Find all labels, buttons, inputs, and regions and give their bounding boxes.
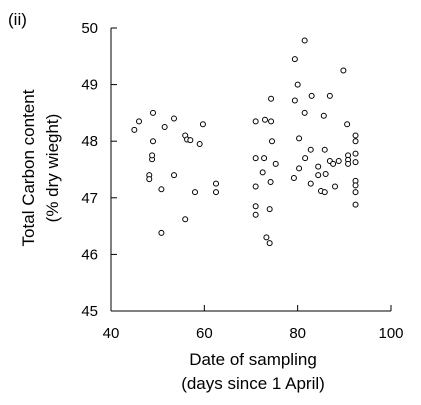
y-axis-title-line-2: (% dry wieght) [43, 114, 62, 223]
data-point [330, 160, 337, 167]
panel-label: (ii) [8, 10, 27, 29]
data-point [352, 201, 359, 208]
data-point [345, 160, 352, 167]
data-point [302, 155, 309, 162]
data-point [158, 229, 165, 236]
data-point [301, 109, 308, 116]
x-axis-title-line-1: Date of sampling [189, 350, 317, 369]
x-tick-label: 60 [196, 325, 213, 342]
data-point [192, 189, 198, 196]
x-tick-label: 80 [289, 325, 306, 342]
data-point [267, 178, 274, 185]
data-point [161, 124, 168, 131]
data-point [296, 165, 303, 172]
data-point [263, 234, 270, 241]
data-point [252, 155, 259, 162]
data-point [213, 180, 219, 187]
axes [110, 28, 391, 312]
y-tick-label: 46 [81, 246, 98, 263]
y-axis-title: Total Carbon content (% dry wieght) [19, 89, 62, 246]
y-tick-label: 45 [81, 303, 98, 320]
y-ticks: 45 46 47 48 49 50 [81, 20, 117, 320]
data-points [131, 37, 359, 247]
data-point [187, 137, 194, 144]
data-point [268, 95, 275, 102]
data-point [268, 118, 275, 125]
data-point [259, 169, 266, 176]
data-point [149, 152, 156, 159]
data-point [291, 56, 298, 63]
data-point [340, 67, 347, 74]
data-point [272, 160, 279, 167]
data-point [321, 146, 328, 153]
data-point [171, 172, 177, 179]
data-point [182, 216, 189, 223]
data-point [322, 171, 329, 178]
data-point [269, 138, 275, 145]
data-point [252, 183, 259, 190]
data-point [352, 159, 359, 166]
y-axis-title-line-1: Total Carbon content [19, 89, 38, 246]
y-tick-label: 48 [81, 133, 98, 150]
data-point [315, 172, 322, 179]
data-point [296, 135, 303, 142]
data-point [294, 81, 301, 88]
data-point [252, 118, 259, 125]
data-point [321, 189, 328, 196]
x-ticks: 40 60 80 100 [103, 305, 404, 342]
data-point [146, 176, 153, 183]
y-tick-label: 47 [81, 190, 98, 207]
y-tick-label: 49 [81, 77, 98, 94]
data-point [335, 158, 342, 165]
x-axis-title: Date of sampling (days since 1 April) [181, 350, 325, 393]
y-tick-label: 50 [81, 20, 98, 37]
data-point [326, 92, 333, 99]
data-point [266, 240, 273, 247]
x-axis-title-line-2: (days since 1 April) [181, 374, 325, 393]
data-point [252, 203, 259, 210]
data-point [307, 146, 314, 153]
data-point [131, 126, 138, 133]
data-point [199, 121, 206, 128]
data-point [320, 112, 327, 119]
data-point [307, 180, 314, 187]
data-point [213, 189, 219, 196]
data-point [352, 132, 359, 139]
data-point [344, 121, 351, 128]
data-point [352, 150, 359, 157]
data-point [315, 163, 322, 170]
data-point [352, 189, 359, 196]
data-point [352, 138, 359, 145]
data-point [261, 155, 268, 162]
data-point [291, 97, 298, 104]
data-point [158, 186, 165, 193]
data-point [301, 37, 308, 44]
data-point [150, 138, 156, 145]
data-point [266, 206, 273, 213]
data-point [352, 182, 359, 189]
x-tick-label: 100 [378, 325, 403, 342]
data-point [171, 115, 177, 122]
data-point [196, 141, 203, 148]
data-point [308, 92, 315, 99]
x-tick-label: 40 [103, 325, 120, 342]
data-point [150, 109, 156, 116]
data-point [252, 211, 259, 218]
data-point [332, 183, 338, 190]
data-point [290, 174, 297, 181]
data-point [136, 118, 142, 125]
data-point [262, 116, 268, 123]
